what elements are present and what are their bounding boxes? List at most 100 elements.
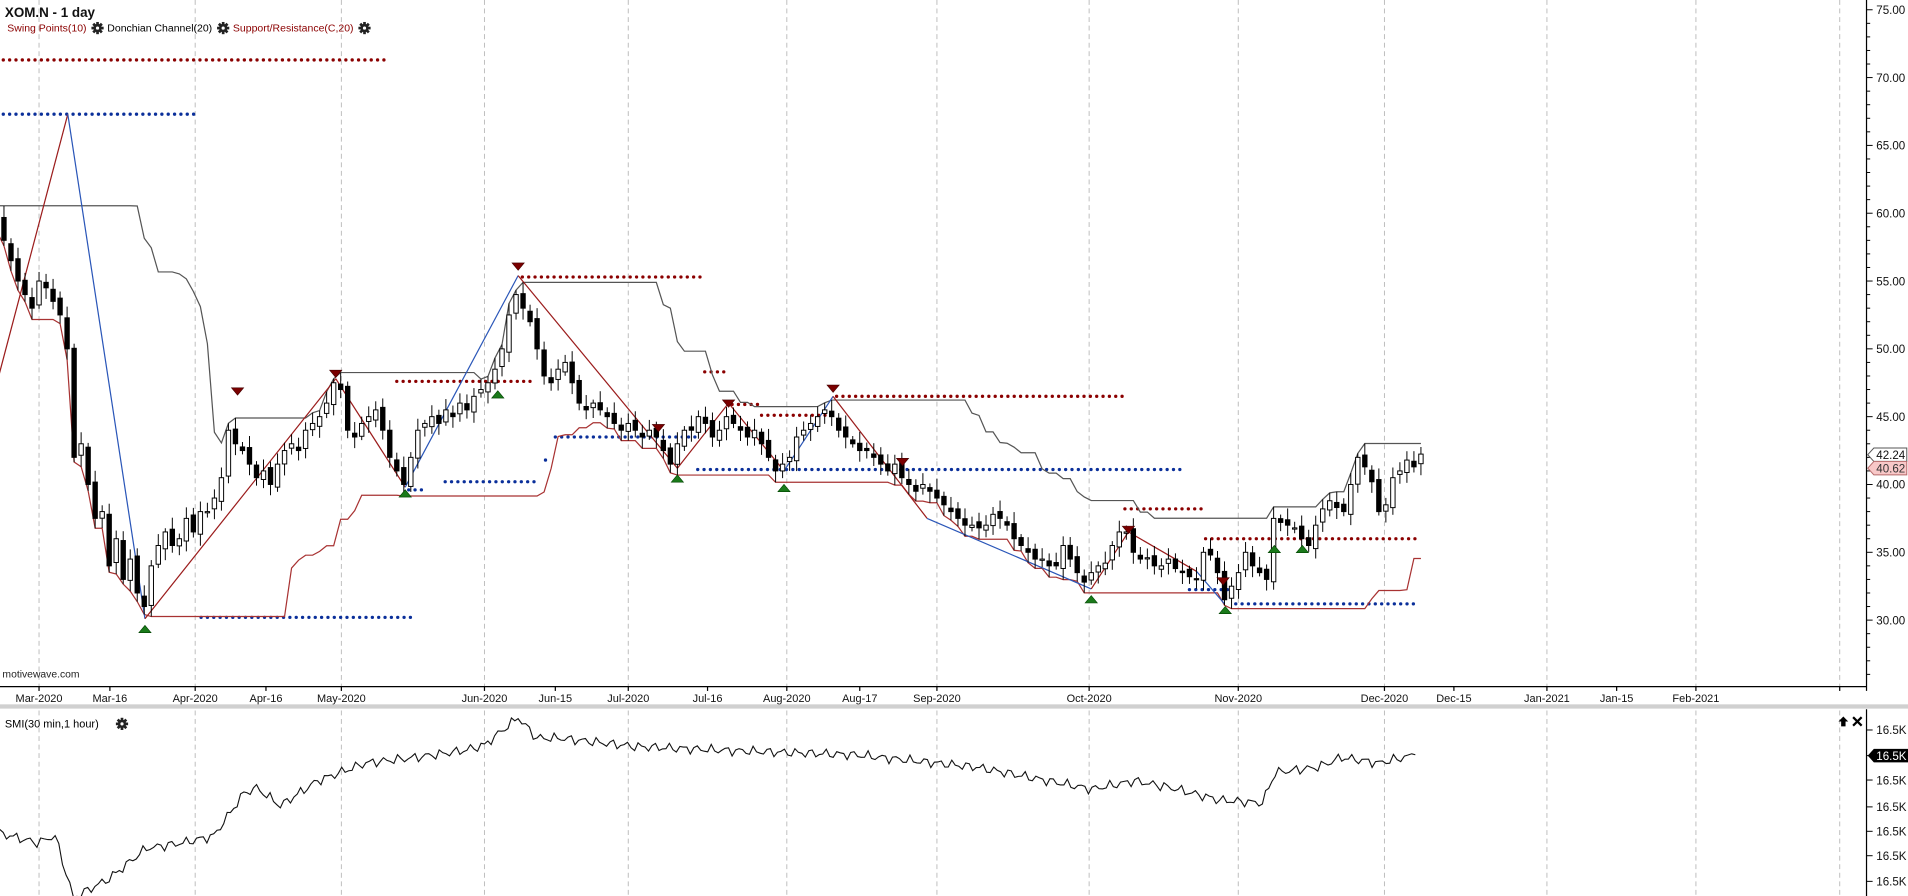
candle [948,496,954,521]
settings-gear-icon[interactable] [91,21,104,35]
candle [1116,520,1122,557]
resistance-level-dot [552,275,556,279]
resistance-level-dot [1210,537,1214,541]
settings-gear-icon[interactable] [115,717,129,730]
candle-body [443,409,449,423]
candle [590,399,596,418]
candle-body [499,348,505,368]
resistance-level-dot [477,379,481,384]
legend-item-label[interactable]: Donchian Channel(20) [107,24,212,35]
legend-item-label[interactable]: Support/Resistance(C,20) [233,24,354,35]
candle-body [1256,567,1263,574]
resistance-level-dot [715,370,720,374]
candle-body [1130,528,1137,553]
support-level-dot [52,112,56,116]
support-level-dot [313,615,317,620]
candle-body [267,467,274,485]
swing-leg-line [1128,531,1197,572]
last-price-badge: 42.24 [1867,447,1908,462]
candle [892,454,898,486]
time-axis[interactable]: Mar-2020 Mar-16 Apr-2020 Apr-16 May-2020 Jun-… [16,686,1841,705]
support-level-dot [7,112,12,116]
candle [1291,521,1298,534]
support-level-dot [746,467,751,472]
support-level-dot [841,467,846,472]
support-level-dot [1140,467,1144,472]
resistance-level-dot [898,394,902,398]
support-resistance-levels [1,58,1417,620]
candle-body [422,422,428,428]
candle [478,379,484,398]
smi-axis[interactable]: 16.5K 16.5K 16.5K 16.5K 16.5K 16.5K 16.5K [1866,725,1908,889]
close-panel-icon[interactable] [1852,716,1863,727]
candle [1207,538,1214,561]
resistance-level-dot [590,275,594,279]
resistance-level-dot [1318,537,1322,541]
candle-body [807,422,814,430]
support-level-dot [1070,467,1074,472]
swing-low-up-triangle-icon [491,390,505,399]
indicator-legend: Swing Points(10) Donchian Channel(20) Supp… [7,21,371,35]
support-level-dot [185,112,189,116]
resistance-level-dot [128,58,132,62]
resistance-level-dot [337,58,342,62]
candle-body [990,513,996,527]
resistance-level-dot [1235,537,1239,541]
resistance-level-dot [1261,537,1265,541]
candle-body [471,395,477,413]
candle-body [120,540,126,580]
candle-body [352,432,358,438]
candle [737,415,744,442]
resistance-level [395,379,532,384]
candle-body [667,447,674,465]
resistance-level-dot [987,394,991,398]
smi-settings-gear-icon[interactable] [115,717,129,730]
resistance-level-dot [936,394,940,398]
support-level-dot [84,112,88,116]
price-tick-label: 40.00 [1876,480,1905,492]
support-level-dot [753,467,757,472]
candle [183,507,190,552]
resistance-level-dot [866,394,870,398]
swing-leg-line [144,378,337,620]
smi-panel[interactable] [0,716,1416,896]
resistance-level-dot [873,394,877,398]
support-level-dot [487,480,492,484]
resistance-level-dot [810,413,814,417]
resistance-level-dot [1267,537,1271,541]
resistance-level-dot [1222,537,1227,541]
settings-gear-icon[interactable] [217,21,230,35]
candle-body [1306,537,1312,547]
support-level-dot [191,112,196,116]
candle [401,456,407,497]
candle-body [492,368,498,384]
resistance-level-dot [1167,507,1171,511]
candle [113,530,119,574]
resistance-level-dot [1006,394,1010,398]
candle [864,442,870,459]
candle-body [50,288,56,302]
candle [885,454,891,476]
price-tick-label: 45.00 [1876,412,1905,424]
candle-body [1067,544,1073,560]
resistance-level-dot [1044,394,1048,398]
resistance-level-dot [634,275,639,279]
resistance-level-dot [1241,537,1246,541]
candle-body [864,447,870,452]
price-panel[interactable] [0,58,1424,634]
support-level-dot [96,112,101,116]
support-level-dot [1240,602,1244,606]
panel-splitter[interactable] [0,704,1908,709]
support-level-dot [345,615,349,620]
legend-item-label[interactable]: Swing Points(10) [7,24,86,35]
support-level-dot [810,467,814,472]
resistance-level-dot [797,413,802,417]
support-level-dot [383,615,387,620]
support-level-dot [413,488,417,492]
candle [457,393,463,422]
resistance-level-dot [382,58,386,62]
settings-gear-icon[interactable] [358,21,371,35]
candle [330,378,337,416]
price-axis[interactable]: 75.00 70.00 65.00 60.00 55.00 50.00 45.00 40.00… [1866,5,1908,675]
support-level-dot [141,112,145,116]
